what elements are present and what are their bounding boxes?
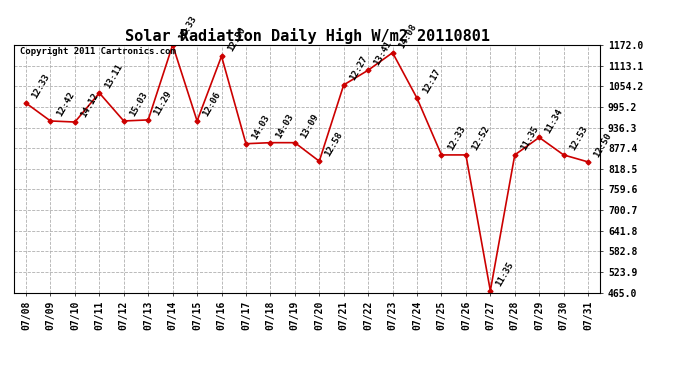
Text: Copyright 2011 Cartronics.com: Copyright 2011 Cartronics.com <box>19 48 175 57</box>
Text: 11:29: 11:29 <box>152 89 174 117</box>
Text: 13:41: 13:41 <box>373 40 393 68</box>
Text: 12:33: 12:33 <box>446 124 467 152</box>
Text: 12:58: 12:58 <box>324 130 345 159</box>
Title: Solar Radiation Daily High W/m2 20110801: Solar Radiation Daily High W/m2 20110801 <box>125 28 489 44</box>
Text: 15:03: 15:03 <box>128 90 149 118</box>
Text: 11:35: 11:35 <box>495 260 515 288</box>
Text: 12:27: 12:27 <box>348 54 369 82</box>
Text: 13:11: 13:11 <box>104 62 125 90</box>
Text: 14:12: 14:12 <box>79 92 100 119</box>
Text: 12:50: 12:50 <box>592 131 613 159</box>
Text: 14:03: 14:03 <box>275 112 296 140</box>
Text: 12:33: 12:33 <box>30 72 52 100</box>
Text: 12:17: 12:17 <box>421 68 442 95</box>
Text: 13:09: 13:09 <box>299 112 320 140</box>
Text: 13:33: 13:33 <box>177 15 198 42</box>
Text: 12:52: 12:52 <box>470 124 491 152</box>
Text: 14:08: 14:08 <box>397 22 418 50</box>
Text: 12:53: 12:53 <box>568 124 589 152</box>
Text: 11:35: 11:35 <box>519 124 540 152</box>
Text: 12:42: 12:42 <box>55 90 76 118</box>
Text: 12:50: 12:50 <box>226 26 247 53</box>
Text: 14:03: 14:03 <box>250 113 271 141</box>
Text: 12:06: 12:06 <box>201 90 222 118</box>
Text: 11:34: 11:34 <box>543 107 564 135</box>
